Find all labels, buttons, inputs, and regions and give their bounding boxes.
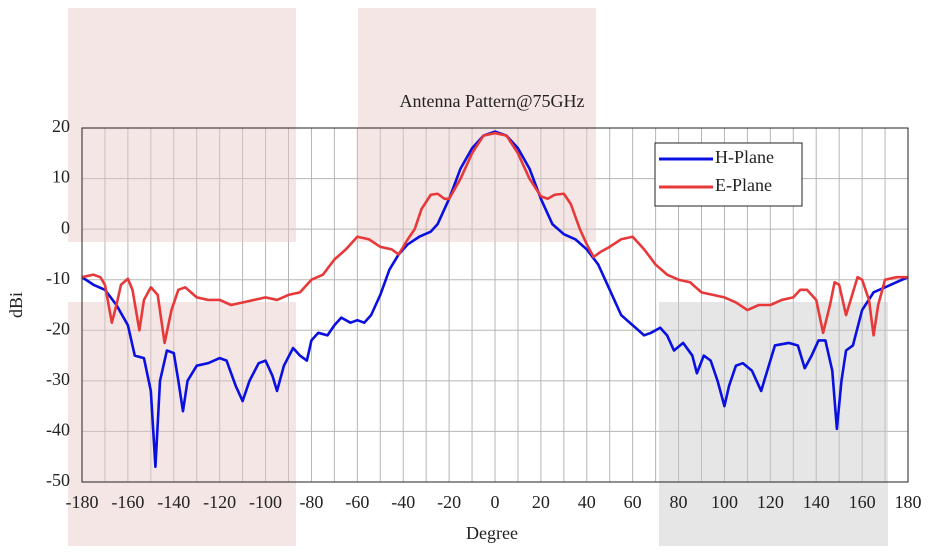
- x-tick-label: 40: [578, 492, 596, 512]
- legend-label: E-Plane: [715, 175, 772, 195]
- x-tick-label: 60: [624, 492, 642, 512]
- legend: H-Plane E-Plane: [654, 142, 803, 207]
- x-tick-label: 120: [757, 492, 784, 512]
- labels: -180 -160 -140 -120 -100 -80 -60 -40 -20 0 20 40 60 8…: [46, 116, 922, 512]
- y-tick-label: 20: [52, 116, 70, 136]
- series-line: [81, 130, 909, 469]
- x-tick-label: 100: [711, 492, 738, 512]
- highlight-region: [659, 302, 888, 546]
- x-tick-label: -60: [345, 492, 369, 512]
- legend-box: [654, 142, 803, 207]
- y-tick-label: 10: [52, 167, 70, 187]
- x-tick-label: 160: [849, 492, 876, 512]
- highlight-region: [68, 8, 296, 242]
- highlight-regions: [68, 8, 888, 546]
- y-axis-label: dBi: [6, 292, 26, 318]
- x-tick-label: -100: [249, 492, 282, 512]
- highlight-region: [68, 302, 296, 546]
- x-tick-label: 80: [670, 492, 688, 512]
- y-tick-label: -30: [46, 369, 70, 389]
- lines: [81, 130, 909, 469]
- legend-label: H-Plane: [715, 147, 774, 167]
- x-tick-label: -140: [157, 492, 190, 512]
- x-tick-label: 140: [803, 492, 830, 512]
- y-tick-label: -50: [46, 470, 70, 490]
- y-tick-label: -10: [46, 268, 70, 288]
- x-tick-label: -120: [203, 492, 236, 512]
- x-tick-label: 0: [491, 492, 500, 512]
- chart-title: Antenna Pattern@75GHz: [399, 91, 584, 111]
- x-tick-label: -160: [111, 492, 144, 512]
- x-tick-label: -40: [391, 492, 415, 512]
- x-tick-label: -20: [437, 492, 461, 512]
- plot-frame: [81, 127, 909, 483]
- y-tick-label: -20: [46, 318, 70, 338]
- highlight-region: [358, 8, 596, 242]
- x-tick-label: 20: [532, 492, 550, 512]
- y-tick-label: 0: [61, 217, 70, 237]
- x-tick-label: -180: [66, 492, 99, 512]
- x-tick-label: -80: [299, 492, 323, 512]
- y-tick-label: -40: [46, 420, 70, 440]
- x-axis-label: Degree: [466, 523, 518, 543]
- series-line: [81, 131, 908, 345]
- x-tick-label: 180: [895, 492, 922, 512]
